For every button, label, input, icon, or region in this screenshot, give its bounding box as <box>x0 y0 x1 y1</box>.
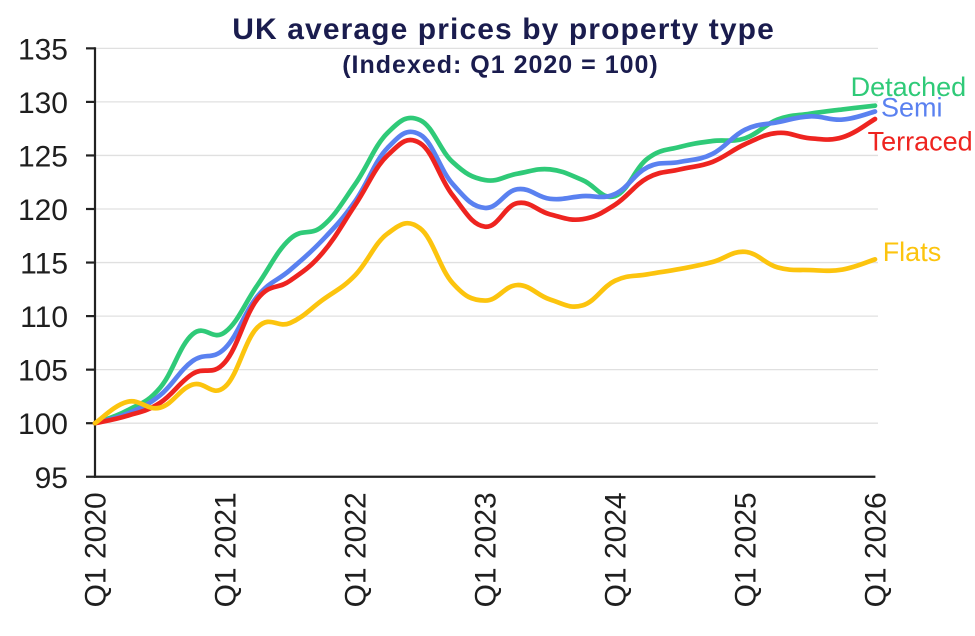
svg-text:125: 125 <box>18 140 68 173</box>
svg-text:Flats: Flats <box>883 237 942 267</box>
svg-text:130: 130 <box>18 87 68 120</box>
svg-text:Semi: Semi <box>881 93 943 123</box>
svg-text:Q1 2025: Q1 2025 <box>730 492 763 607</box>
svg-text:(Indexed: Q1 2020 = 100): (Indexed: Q1 2020 = 100) <box>342 51 659 79</box>
svg-text:UK average prices by property: UK average prices by property type <box>232 13 775 46</box>
svg-text:Q1 2026: Q1 2026 <box>860 492 893 607</box>
svg-text:95: 95 <box>35 462 68 495</box>
svg-text:100: 100 <box>18 408 68 441</box>
svg-text:110: 110 <box>20 301 68 334</box>
svg-text:135: 135 <box>18 33 68 66</box>
svg-text:Q1 2021: Q1 2021 <box>210 492 243 607</box>
svg-text:Detached: Detached <box>851 72 967 102</box>
svg-text:115: 115 <box>20 248 68 281</box>
svg-text:Q1 2024: Q1 2024 <box>600 492 633 607</box>
svg-text:Q1 2023: Q1 2023 <box>470 492 503 607</box>
svg-text:105: 105 <box>18 355 68 388</box>
svg-text:Q1 2020: Q1 2020 <box>80 492 113 607</box>
svg-text:Terraced: Terraced <box>868 127 973 157</box>
svg-text:Q1 2022: Q1 2022 <box>340 492 373 607</box>
svg-text:120: 120 <box>18 194 68 227</box>
